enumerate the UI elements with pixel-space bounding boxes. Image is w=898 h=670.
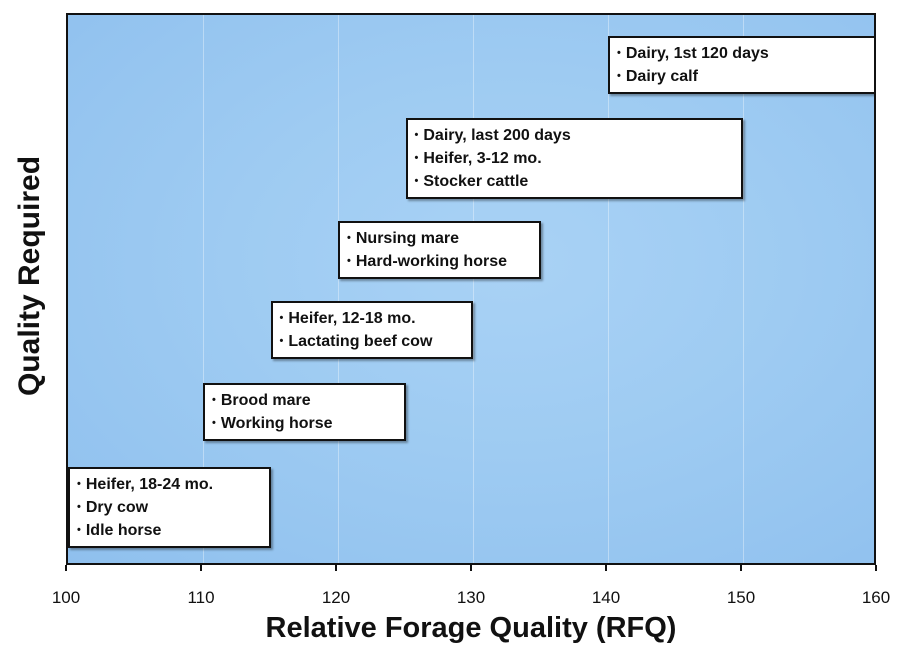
x-axis-label: Relative Forage Quality (RFQ): [265, 612, 677, 644]
x-tick-label: 110: [187, 588, 215, 607]
group-item: • Dry cow: [77, 496, 261, 519]
bullet-icon: •: [212, 394, 216, 406]
bullet-icon: •: [77, 500, 81, 513]
group-item-label: Stocker cattle: [423, 172, 529, 190]
x-tick-label: 120: [321, 588, 351, 607]
bullet-icon: •: [347, 255, 351, 267]
grid-line: [338, 15, 339, 563]
bullet-icon: •: [617, 47, 621, 59]
group-item: • Stocker cattle: [415, 170, 734, 193]
group-item-label: Heifer, 18-24 mo.: [85, 475, 214, 493]
grid-line: [473, 15, 474, 563]
x-tick-mark: [875, 565, 877, 571]
group-item-label: Dry cow: [85, 498, 149, 516]
bullet-icon: •: [347, 232, 351, 244]
bullet-icon: •: [414, 151, 419, 164]
grid-line: [743, 15, 744, 563]
bullet-icon: •: [414, 174, 419, 187]
grid-line: [608, 15, 609, 563]
group-item-label: Heifer, 3-12 mo.: [423, 149, 542, 167]
group-item: • Nursing mare: [347, 227, 531, 250]
group-box-6: • Dairy, 1st 120 days • Dairy calf: [608, 36, 874, 94]
x-tick-label: 160: [861, 588, 891, 607]
bullet-icon: •: [617, 70, 621, 82]
group-box-1: • Heifer, 18-24 mo. • Dry cow • Idle horse: [68, 466, 271, 548]
bullet-icon: •: [414, 128, 419, 141]
group-item: • Lactating beef cow: [280, 330, 464, 353]
group-item: • Dairy, 1st 120 days: [617, 42, 868, 65]
group-item: • Heifer, 3-12 mo.: [415, 147, 734, 170]
group-item-label: Working horse: [220, 415, 333, 432]
bullet-icon: •: [77, 477, 81, 490]
group-item: • Dairy, last 200 days: [415, 124, 734, 147]
group-item-label: Nursing mare: [355, 230, 459, 247]
group-item-label: Dairy, 1st 120 days: [625, 45, 769, 62]
y-axis-label: Quality Required: [13, 155, 46, 397]
group-item-label: Heifer, 12-18 mo.: [288, 310, 416, 327]
group-box-3: • Heifer, 12-18 mo. • Lactating beef cow: [270, 301, 473, 359]
x-tick-label: 140: [591, 588, 621, 607]
group-item-label: Brood mare: [220, 392, 311, 409]
bullet-icon: •: [212, 417, 216, 429]
group-item-label: Idle horse: [85, 521, 162, 539]
group-item: • Hard-working horse: [347, 250, 531, 273]
plot-area: • Heifer, 18-24 mo. • Dry cow • Idle horse • Br…: [66, 13, 876, 565]
group-box-5: • Dairy, last 200 days • Heifer, 3-12 mo. • S…: [405, 117, 743, 199]
x-tick-mark: [470, 565, 472, 571]
group-item: • Dairy calf: [617, 65, 868, 88]
x-tick-label: 100: [51, 588, 81, 607]
group-item: • Heifer, 18-24 mo.: [77, 473, 261, 496]
x-tick-mark: [65, 565, 67, 571]
bullet-icon: •: [77, 523, 81, 536]
group-item: • Idle horse: [77, 519, 261, 542]
group-item-label: Lactating beef cow: [288, 333, 433, 350]
group-item-label: Dairy, last 200 days: [423, 126, 571, 144]
bullet-icon: •: [279, 335, 284, 347]
group-item-label: Dairy calf: [625, 68, 698, 85]
x-tick-label: 130: [456, 588, 486, 607]
x-tick-mark: [740, 565, 742, 571]
group-item-label: Hard-working horse: [355, 253, 507, 270]
x-tick-label: 150: [726, 588, 756, 607]
group-item: • Brood mare: [212, 389, 396, 412]
x-tick-mark: [335, 565, 337, 571]
group-box-2: • Brood mare • Working horse: [203, 383, 406, 441]
group-box-4: • Nursing mare • Hard-working horse: [338, 221, 541, 279]
x-tick-mark: [200, 565, 202, 571]
bullet-icon: •: [279, 312, 284, 324]
group-item: • Heifer, 12-18 mo.: [280, 307, 464, 330]
grid-line: [203, 15, 204, 563]
group-item: • Working horse: [212, 412, 396, 435]
x-tick-mark: [605, 565, 607, 571]
